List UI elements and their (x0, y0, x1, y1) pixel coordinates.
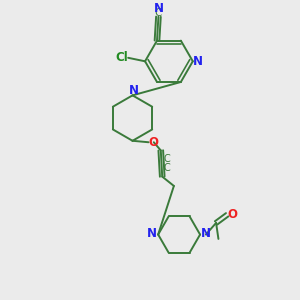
Text: N: N (129, 84, 139, 97)
Text: N: N (153, 2, 164, 14)
Text: Cl: Cl (116, 51, 128, 64)
Text: C: C (164, 154, 170, 164)
Text: N: N (147, 227, 157, 240)
Text: O: O (149, 136, 159, 149)
Text: C: C (155, 8, 162, 18)
Text: C: C (164, 163, 170, 173)
Text: N: N (193, 55, 203, 68)
Text: N: N (201, 227, 211, 240)
Text: O: O (227, 208, 237, 221)
